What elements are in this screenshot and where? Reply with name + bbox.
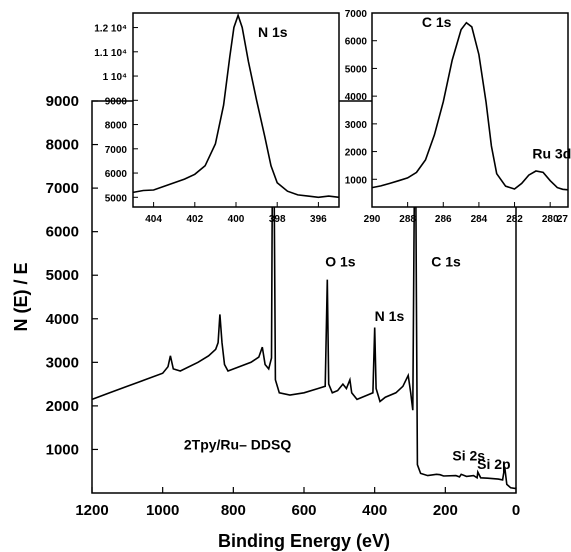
n1s-y-tick-label: 1.2 10⁴ xyxy=(94,24,127,35)
c1s-y-tick-label: 3000 xyxy=(345,120,368,131)
survey-peak-annotation: Si 2s xyxy=(452,447,485,463)
c1s-y-tick-label: 1000 xyxy=(345,175,368,186)
survey-y-tick-label: 4000 xyxy=(46,311,79,328)
survey-peak-annotation: 2Tpy/Ru– DDSQ xyxy=(184,436,291,452)
n1s-y-tick-label: 7000 xyxy=(105,145,128,156)
c1s-plot-frame xyxy=(371,12,569,208)
n1s-y-tick-label: 5000 xyxy=(105,193,128,204)
n1s-y-tick-label: 1 10⁴ xyxy=(103,72,127,83)
survey-peak-annotation: O 1s xyxy=(325,254,356,270)
n1s-y-tick-label: 9000 xyxy=(105,96,128,107)
n1s-y-tick-label: 6000 xyxy=(105,169,128,180)
n1s-x-tick-label: 404 xyxy=(145,214,162,225)
survey-peak-annotation: Si 2p xyxy=(477,456,510,472)
c1s-x-tick-label: 284 xyxy=(471,214,488,225)
survey-x-tick-label: 1200 xyxy=(75,502,108,519)
n1s-inset-title: N 1s xyxy=(258,24,288,40)
n1s-x-tick-label: 400 xyxy=(228,214,245,225)
survey-y-tick-label: 1000 xyxy=(46,441,79,458)
c1s-peak-annotation: Ru 3d xyxy=(532,146,571,162)
survey-x-tick-label: 800 xyxy=(221,502,246,519)
c1s-y-tick-label: 2000 xyxy=(345,148,368,159)
n1s-x-tick-label: 402 xyxy=(186,214,203,225)
c1s-x-tick-label: 27 xyxy=(557,214,569,225)
survey-x-tick-label: 200 xyxy=(433,502,458,519)
survey-x-tick-label: 400 xyxy=(362,502,387,519)
n1s-x-tick-label: 396 xyxy=(310,214,327,225)
survey-x-axis-label: Binding Energy (eV) xyxy=(218,531,390,551)
c1s-x-tick-label: 280 xyxy=(542,214,559,225)
c1s-y-tick-label: 5000 xyxy=(345,64,368,75)
c1s-x-tick-label: 290 xyxy=(364,214,381,225)
n1s-spectrum-line xyxy=(132,12,340,199)
survey-y-tick-label: 6000 xyxy=(46,224,79,241)
survey-x-tick-label: 1000 xyxy=(146,502,179,519)
n1s-inset-chart: 404 402 400 398 396 1.2 10⁴ 1.1 10⁴ 1 10⁴ 9000 8… xyxy=(94,12,340,225)
n1s-plot-frame xyxy=(132,12,340,208)
survey-spectrum-line xyxy=(91,92,517,490)
survey-x-tick-label: 600 xyxy=(291,502,316,519)
survey-y-tick-label: 3000 xyxy=(46,354,79,371)
n1s-y-tick-label: 1.1 10⁴ xyxy=(94,48,127,59)
survey-x-tick-label: 0 xyxy=(512,502,520,519)
c1s-x-tick-label: 288 xyxy=(399,214,416,225)
survey-y-tick-label: 2000 xyxy=(46,398,79,415)
c1s-x-tick-label: 282 xyxy=(506,214,523,225)
c1s-y-tick-label: 4000 xyxy=(345,92,368,103)
n1s-x-tick-label: 398 xyxy=(269,214,286,225)
survey-y-axis-label: N (E) / E xyxy=(11,262,31,331)
c1s-spectrum-line xyxy=(371,21,569,191)
c1s-y-tick-label: 7000 xyxy=(345,9,368,20)
survey-peak-annotation: N 1s xyxy=(375,308,405,324)
n1s-y-tick-label: 8000 xyxy=(105,121,128,132)
survey-y-tick-label: 5000 xyxy=(46,267,79,284)
c1s-x-tick-label: 286 xyxy=(435,214,452,225)
survey-y-tick-label: 7000 xyxy=(46,180,79,197)
survey-peak-annotation: C 1s xyxy=(431,254,461,270)
survey-y-tick-label: 9000 xyxy=(46,93,79,110)
c1s-peak-annotation: C 1s xyxy=(422,14,452,30)
c1s-y-tick-label: 6000 xyxy=(345,37,368,48)
survey-y-tick-label: 8000 xyxy=(46,137,79,154)
